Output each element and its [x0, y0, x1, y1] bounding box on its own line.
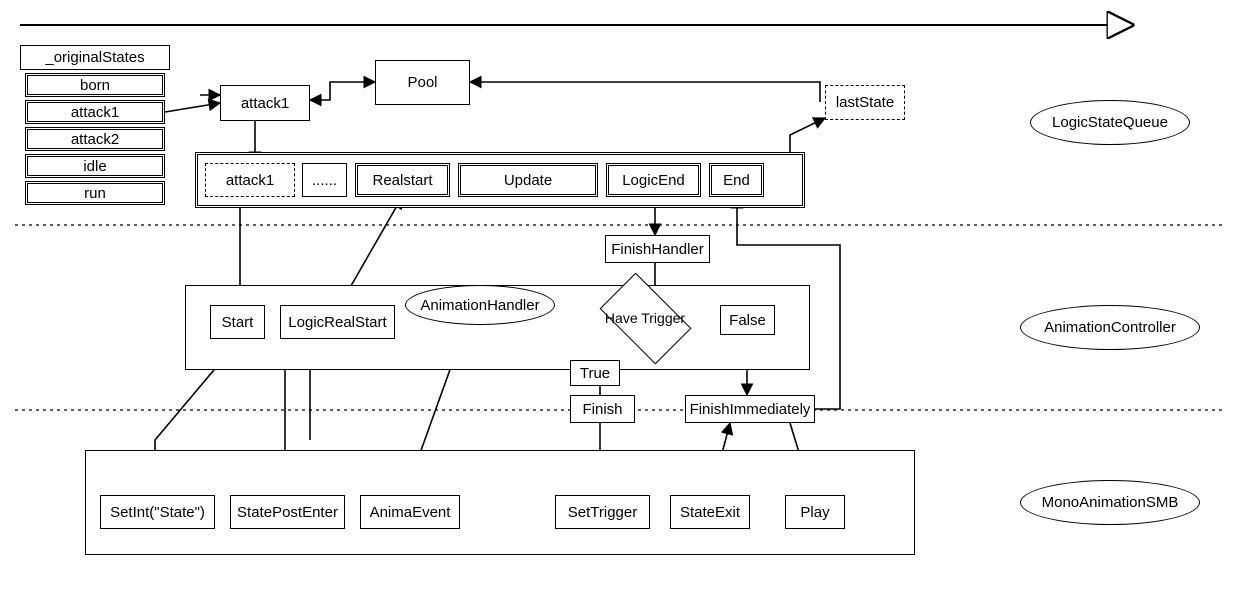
box-false-label: False: [729, 312, 766, 329]
box-logicRealStart: LogicRealStart: [280, 305, 395, 339]
box-setTrigger: SetTrigger: [555, 495, 650, 529]
box-lastState: lastState: [825, 85, 905, 120]
ellipse-animationHandler: AnimationHandler: [405, 285, 555, 325]
ellipse-animationHandler-label: AnimationHandler: [420, 297, 539, 314]
box-q_attack1: attack1: [205, 163, 295, 197]
box-true-label: True: [580, 365, 610, 382]
box-lastState-label: lastState: [836, 94, 894, 111]
edge-attack1_top-pool: [310, 82, 375, 100]
box-setInt-label: SetInt("State"): [110, 504, 205, 521]
diamond-haveTrigger-label: Have Trigger: [605, 310, 685, 326]
section-ellipse-logicStateQueue: LogicStateQueue: [1030, 100, 1190, 145]
box-q_realstart: Realstart: [355, 163, 450, 197]
box-attack1_top: attack1: [220, 85, 310, 121]
box-start-label: Start: [222, 314, 254, 331]
box-animaEvent-label: AnimaEvent: [370, 504, 451, 521]
box-orig_attack1-label: attack1: [71, 104, 119, 121]
box-false: False: [720, 305, 775, 335]
section-ellipse-animationController-label: AnimationController: [1044, 319, 1176, 336]
box-orig_idle: idle: [25, 154, 165, 178]
box-q_ellipsis: ......: [302, 163, 347, 197]
box-logicRealStart-label: LogicRealStart: [288, 314, 386, 331]
diagram-stage: _originalStatesborn attack1 attack2 idle run…: [0, 0, 1240, 605]
box-q_ellipsis-label: ......: [312, 172, 337, 189]
section-ellipse-animationController: AnimationController: [1020, 305, 1200, 350]
box-q_end-label: End: [723, 172, 750, 189]
section-ellipse-monoAnimationSMB-label: MonoAnimationSMB: [1042, 494, 1179, 511]
section-ellipse-logicStateQueue-label: LogicStateQueue: [1052, 114, 1168, 131]
box-finish: Finish: [570, 395, 635, 423]
diamond-haveTrigger: Have Trigger: [590, 283, 700, 353]
box-attack1_top-label: attack1: [241, 95, 289, 112]
box-orig_attack2-label: attack2: [71, 131, 119, 148]
box-finishImmediately-label: FinishImmediately: [690, 401, 811, 418]
box-orig_run-label: run: [84, 185, 106, 202]
box-orig_attack1: attack1: [25, 100, 165, 124]
box-stateExit-label: StateExit: [680, 504, 740, 521]
box-q_end: End: [709, 163, 764, 197]
box-start: Start: [210, 305, 265, 339]
box-orig_hdr-label: _originalStates: [45, 49, 144, 66]
box-stateExit: StateExit: [670, 495, 750, 529]
box-setTrigger-label: SetTrigger: [568, 504, 637, 521]
edge-orig_attack1-attack1_top: [165, 103, 220, 112]
box-finishHandler: FinishHandler: [605, 235, 710, 263]
box-finish-label: Finish: [582, 401, 622, 418]
box-orig_born-label: born: [80, 77, 110, 94]
box-q_logicend-label: LogicEnd: [622, 172, 685, 189]
box-finishHandler-label: FinishHandler: [611, 241, 704, 258]
box-statePostEnter-label: StatePostEnter: [237, 504, 338, 521]
box-animaEvent: AnimaEvent: [360, 495, 460, 529]
box-play-label: Play: [800, 504, 829, 521]
box-orig_born: born: [25, 73, 165, 97]
box-statePostEnter: StatePostEnter: [230, 495, 345, 529]
box-pool: Pool: [375, 60, 470, 105]
box-q_attack1-label: attack1: [226, 172, 274, 189]
box-orig_hdr: _originalStates: [20, 45, 170, 70]
box-pool-label: Pool: [407, 74, 437, 91]
box-q_update-label: Update: [504, 172, 552, 189]
edge-pool-lastState_arc: [470, 82, 820, 102]
box-q_realstart-label: Realstart: [372, 172, 432, 189]
box-finishImmediately: FinishImmediately: [685, 395, 815, 423]
box-orig_attack2: attack2: [25, 127, 165, 151]
box-orig_idle-label: idle: [83, 158, 106, 175]
box-orig_run: run: [25, 181, 165, 205]
box-q_update: Update: [458, 163, 598, 197]
box-q_logicend: LogicEnd: [606, 163, 701, 197]
box-true: True: [570, 360, 620, 386]
box-play: Play: [785, 495, 845, 529]
section-ellipse-monoAnimationSMB: MonoAnimationSMB: [1020, 480, 1200, 525]
box-setInt: SetInt("State"): [100, 495, 215, 529]
